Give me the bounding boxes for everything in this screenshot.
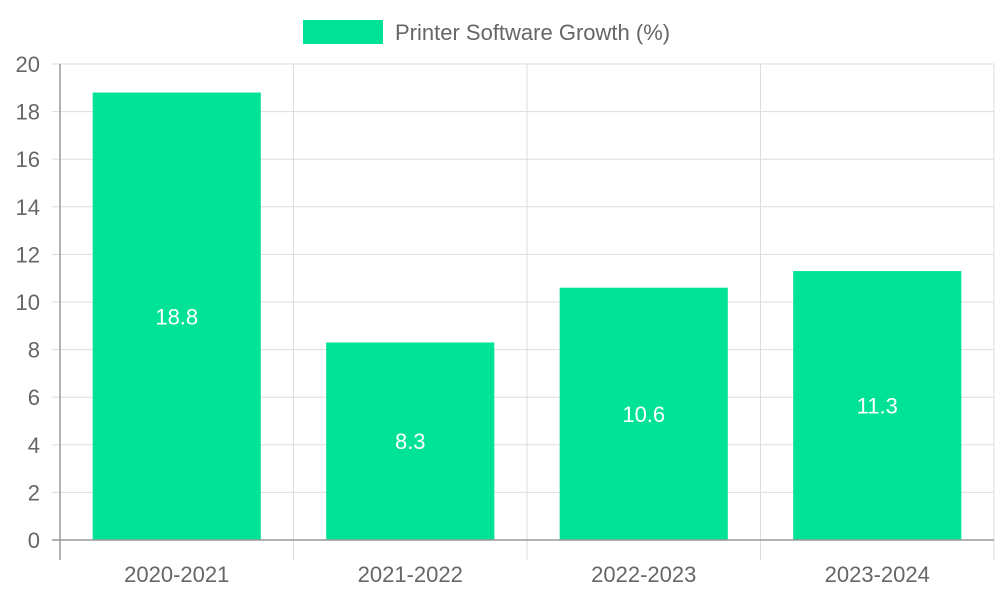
data-label: 10.6 <box>622 402 665 427</box>
y-tick-label: 0 <box>28 528 40 553</box>
y-tick-label: 18 <box>16 100 40 125</box>
y-tick-label: 20 <box>16 52 40 77</box>
legend-label[interactable]: Printer Software Growth (%) <box>395 20 670 45</box>
bar[interactable] <box>326 342 495 540</box>
data-label: 18.8 <box>155 304 198 329</box>
x-tick-label: 2023-2024 <box>825 562 930 587</box>
bar[interactable] <box>793 271 962 540</box>
y-axis-ticks: 0 2 4 6 8 10 12 14 16 18 20 <box>16 52 40 553</box>
bar[interactable] <box>92 92 261 540</box>
data-label: 8.3 <box>395 429 426 454</box>
y-tick-label: 2 <box>28 480 40 505</box>
y-tick-label: 10 <box>16 290 40 315</box>
x-axis-ticks: 2020-2021 2021-2022 2022-2023 2023-2024 <box>124 562 930 587</box>
y-tick-label: 14 <box>16 195 40 220</box>
legend-swatch[interactable] <box>303 20 383 44</box>
y-tick-label: 12 <box>16 242 40 267</box>
data-labels: 18.8 8.3 10.6 11.3 <box>155 304 898 454</box>
y-tick-label: 4 <box>28 433 40 458</box>
y-tick-label: 6 <box>28 385 40 410</box>
data-label: 11.3 <box>857 394 898 419</box>
bars <box>92 92 962 540</box>
bar[interactable] <box>559 287 728 540</box>
x-tick-label: 2022-2023 <box>591 562 696 587</box>
axes <box>52 64 994 560</box>
legend[interactable]: Printer Software Growth (%) <box>303 20 670 45</box>
y-tick-label: 16 <box>16 147 40 172</box>
x-tick-label: 2020-2021 <box>124 562 229 587</box>
x-tick-label: 2021-2022 <box>358 562 463 587</box>
y-tick-label: 8 <box>28 338 40 363</box>
